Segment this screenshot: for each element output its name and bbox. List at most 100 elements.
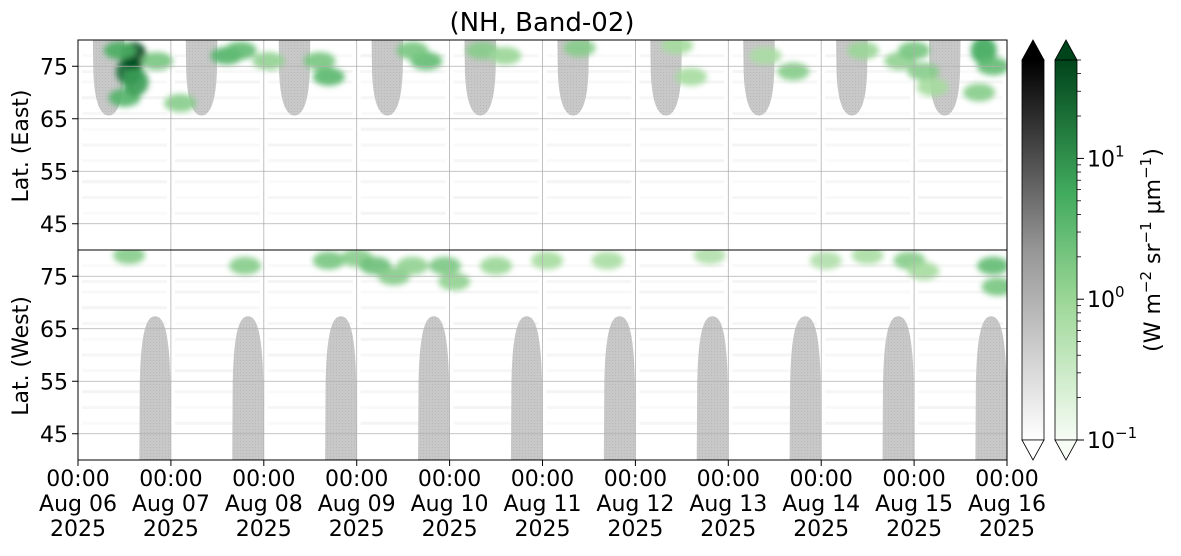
west-streak (82, 280, 167, 283)
west-streak (174, 369, 260, 373)
west-aurora-patch (981, 277, 1007, 296)
east-streak (453, 159, 539, 163)
east-streak (639, 180, 725, 184)
west-streak (453, 280, 539, 283)
x-tick-label: 00:00 Aug 15 2025 (875, 467, 953, 542)
east-streak (825, 70, 911, 73)
east-streak (82, 112, 167, 115)
east-y-axis-label: Lat. (East) (9, 90, 34, 203)
west-streak (267, 264, 353, 268)
east-aurora-patch (777, 62, 810, 81)
east-aurora-patch (847, 41, 880, 60)
west-aurora-patch (229, 256, 262, 275)
east-streak (918, 211, 1003, 215)
east-streak (825, 80, 911, 84)
west-streak (918, 353, 1003, 357)
east-streak (639, 159, 725, 163)
x-tick-label-line: 2025 (793, 517, 849, 542)
east-streak (360, 196, 446, 199)
west-streak (267, 353, 353, 357)
east-aurora-patch (164, 94, 197, 112)
east-aurora-patch (749, 46, 782, 65)
east-streak (825, 143, 911, 147)
x-tick-label: 00:00 Aug 10 2025 (411, 467, 489, 542)
east-streak (267, 112, 353, 115)
east-streak (918, 196, 1003, 199)
east-streak (825, 180, 911, 184)
west-streak (825, 353, 911, 357)
west-streak (267, 369, 353, 373)
colorbar-greens-max-extend (1054, 39, 1078, 61)
west-streak (82, 337, 167, 341)
west-streak (639, 421, 725, 425)
west-aurora-patch (438, 272, 471, 291)
east-streak (453, 196, 539, 199)
east-streak (453, 211, 539, 215)
west-streak (732, 306, 818, 310)
west-y-axis: 75 65 55 45 (40, 265, 78, 448)
east-streak (918, 127, 1003, 131)
x-tick-label-line: 00:00 (882, 467, 945, 492)
west-streak (732, 322, 818, 325)
east-streak (639, 143, 725, 147)
west-streak (732, 353, 818, 357)
east-streak (918, 159, 1003, 163)
east-aurora-patch (916, 78, 949, 97)
x-tick-label: 00:00 Aug 08 2025 (225, 467, 303, 542)
east-streak (82, 180, 167, 184)
colorbar-tick-label: 10−1 (1087, 424, 1137, 454)
west-streak (360, 290, 446, 294)
west-streak (360, 390, 446, 394)
x-tick-label-line: 00:00 (418, 467, 481, 492)
panel-east (78, 40, 1007, 250)
east-streak (732, 180, 818, 184)
west-streak (918, 264, 1003, 268)
west-streak (174, 353, 260, 357)
east-y-axis: 45 55 65 75 (40, 55, 78, 238)
west-streak (639, 322, 725, 325)
east-streak (453, 96, 539, 100)
west-aurora-patch (591, 251, 624, 270)
east-no-data-region (650, 40, 682, 116)
west-streak (639, 264, 725, 268)
west-y-tick-label: 75 (40, 265, 68, 290)
east-streak (360, 112, 446, 115)
east-streak (732, 211, 818, 215)
x-tick-label-line: 00:00 (604, 467, 667, 492)
east-streak (546, 70, 632, 73)
east-streak (918, 112, 1003, 115)
east-streak (546, 143, 632, 147)
east-streak (174, 143, 260, 147)
panel-west (78, 250, 1007, 460)
x-tick-label: 00:00 Aug 12 2025 (596, 467, 674, 542)
east-streak (267, 70, 353, 73)
west-no-data-region (232, 316, 264, 460)
west-streak (546, 369, 632, 373)
west-streak (825, 306, 911, 310)
x-tick-label-line: Aug 11 (504, 492, 582, 517)
west-no-data-region (789, 316, 822, 460)
colorbar-tick-base: 10 (1087, 288, 1115, 313)
east-streak (174, 159, 260, 163)
east-streak (732, 159, 818, 163)
west-background-streaks (82, 264, 1003, 425)
west-streak (453, 369, 539, 373)
east-streak (732, 112, 818, 115)
colorbar-greys-min-extend (1021, 439, 1045, 461)
x-tick-label-line: Aug 15 (875, 492, 953, 517)
west-streak (546, 306, 632, 310)
east-streak (267, 159, 353, 163)
x-tick-label-line: 00:00 (325, 467, 388, 492)
east-no-data-region (557, 40, 589, 116)
west-streak (639, 406, 725, 409)
east-aurora-patch (563, 40, 596, 57)
x-tick-label: 00:00 Aug 06 2025 (39, 467, 117, 542)
east-streak (546, 112, 632, 115)
west-streak (918, 280, 1003, 283)
east-streak (174, 96, 260, 100)
east-streak (546, 54, 632, 58)
x-tick-label-line: Aug 16 (968, 492, 1046, 517)
